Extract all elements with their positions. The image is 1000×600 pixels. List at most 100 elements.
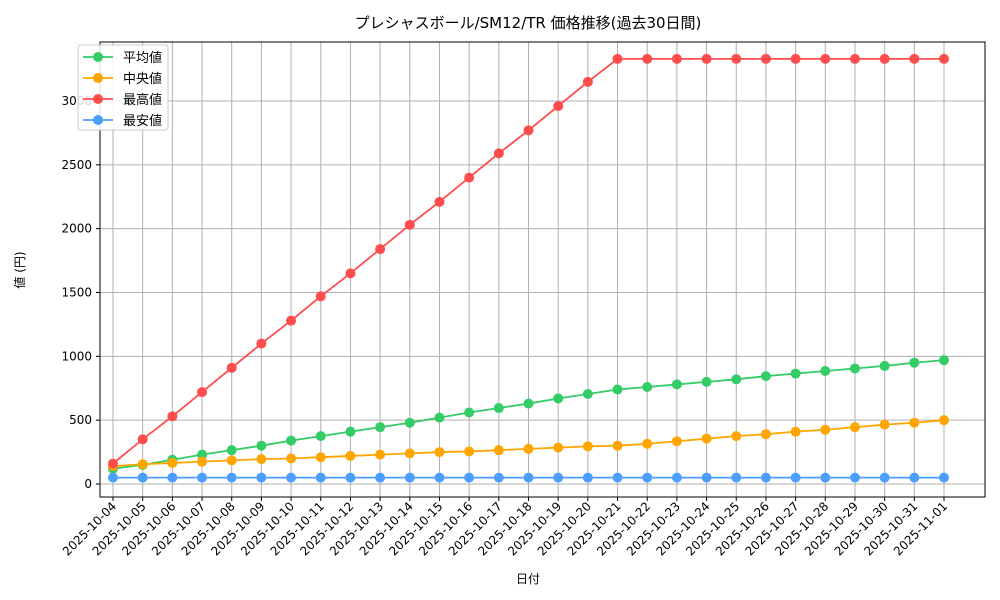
data-point: [701, 472, 712, 483]
data-point: [375, 244, 386, 255]
data-point: [731, 374, 742, 385]
data-point: [375, 472, 386, 483]
grid: [100, 42, 985, 497]
data-point: [108, 458, 118, 469]
data-point: [404, 472, 415, 483]
series-group: [108, 53, 949, 483]
data-point: [612, 472, 623, 483]
data-point: [523, 398, 534, 409]
data-point: [671, 379, 682, 390]
data-point: [167, 411, 178, 422]
data-point: [879, 53, 890, 64]
data-point: [820, 366, 831, 377]
data-point: [701, 376, 712, 387]
data-point: [553, 472, 564, 483]
data-point: [493, 472, 504, 483]
plot-frame: [99, 41, 986, 498]
legend-label: 中央値: [123, 71, 162, 87]
chart-title: プレシャスボール/SM12/TR 価格推移(過去30日間): [355, 14, 702, 32]
data-point: [256, 338, 267, 349]
data-point: [286, 435, 297, 446]
data-point: [760, 472, 771, 483]
data-point: [731, 431, 742, 442]
legend-label: 最高値: [123, 92, 162, 108]
series-平均値: [108, 355, 949, 474]
data-point: [523, 443, 534, 454]
data-point: [523, 472, 534, 483]
data-point: [790, 368, 801, 379]
data-point: [553, 101, 564, 112]
data-point: [671, 472, 682, 483]
data-point: [197, 387, 208, 398]
legend-marker: [93, 115, 103, 125]
y-axis-label: 値 (円): [12, 251, 27, 288]
data-point: [137, 472, 148, 483]
data-point: [939, 53, 949, 64]
data-point: [286, 453, 297, 464]
data-point: [523, 125, 534, 136]
data-point: [256, 454, 267, 465]
data-point: [879, 419, 890, 430]
data-point: [879, 472, 890, 483]
data-point: [612, 384, 623, 395]
series-最高値: [108, 53, 949, 469]
data-point: [434, 412, 445, 423]
data-point: [671, 53, 682, 64]
data-point: [790, 53, 801, 64]
data-point: [226, 362, 237, 373]
data-point: [375, 449, 386, 460]
data-point: [286, 315, 297, 326]
data-point: [760, 429, 771, 440]
data-point: [909, 357, 920, 368]
data-point: [642, 381, 653, 392]
y-tick-label: 2500: [61, 158, 92, 172]
data-point: [849, 363, 860, 374]
data-point: [553, 442, 564, 453]
data-point: [315, 431, 326, 442]
data-point: [286, 472, 297, 483]
data-point: [820, 424, 831, 435]
x-axis-label: 日付: [516, 572, 540, 586]
data-point: [345, 450, 356, 461]
data-point: [849, 422, 860, 433]
legend-label: 最安値: [123, 113, 162, 129]
series-最安値: [108, 472, 949, 483]
data-point: [137, 434, 148, 445]
data-point: [167, 472, 178, 483]
data-point: [493, 403, 504, 414]
y-tick-label: 1500: [61, 286, 92, 300]
data-point: [493, 148, 504, 159]
data-point: [553, 393, 564, 404]
data-point: [404, 219, 415, 230]
legend-label: 平均値: [123, 50, 162, 66]
data-point: [493, 445, 504, 456]
y-tick-label: 2000: [61, 222, 92, 236]
data-point: [582, 472, 593, 483]
data-point: [909, 53, 920, 64]
y-tick-label: 0: [84, 477, 92, 491]
data-point: [226, 445, 237, 456]
y-tick-label: 500: [69, 413, 92, 427]
data-point: [939, 355, 949, 366]
data-point: [197, 472, 208, 483]
data-point: [820, 53, 831, 64]
series-中央値: [108, 415, 949, 472]
data-point: [879, 360, 890, 371]
data-point: [909, 417, 920, 428]
data-point: [434, 447, 445, 458]
data-point: [760, 53, 771, 64]
data-point: [197, 456, 208, 467]
data-point: [464, 172, 475, 183]
data-point: [939, 472, 949, 483]
data-point: [108, 472, 118, 483]
legend-box: [77, 44, 169, 131]
data-point: [434, 472, 445, 483]
data-point: [731, 472, 742, 483]
data-point: [790, 472, 801, 483]
data-point: [197, 449, 208, 460]
data-point: [642, 472, 653, 483]
data-point: [167, 457, 178, 468]
data-point: [345, 426, 356, 437]
